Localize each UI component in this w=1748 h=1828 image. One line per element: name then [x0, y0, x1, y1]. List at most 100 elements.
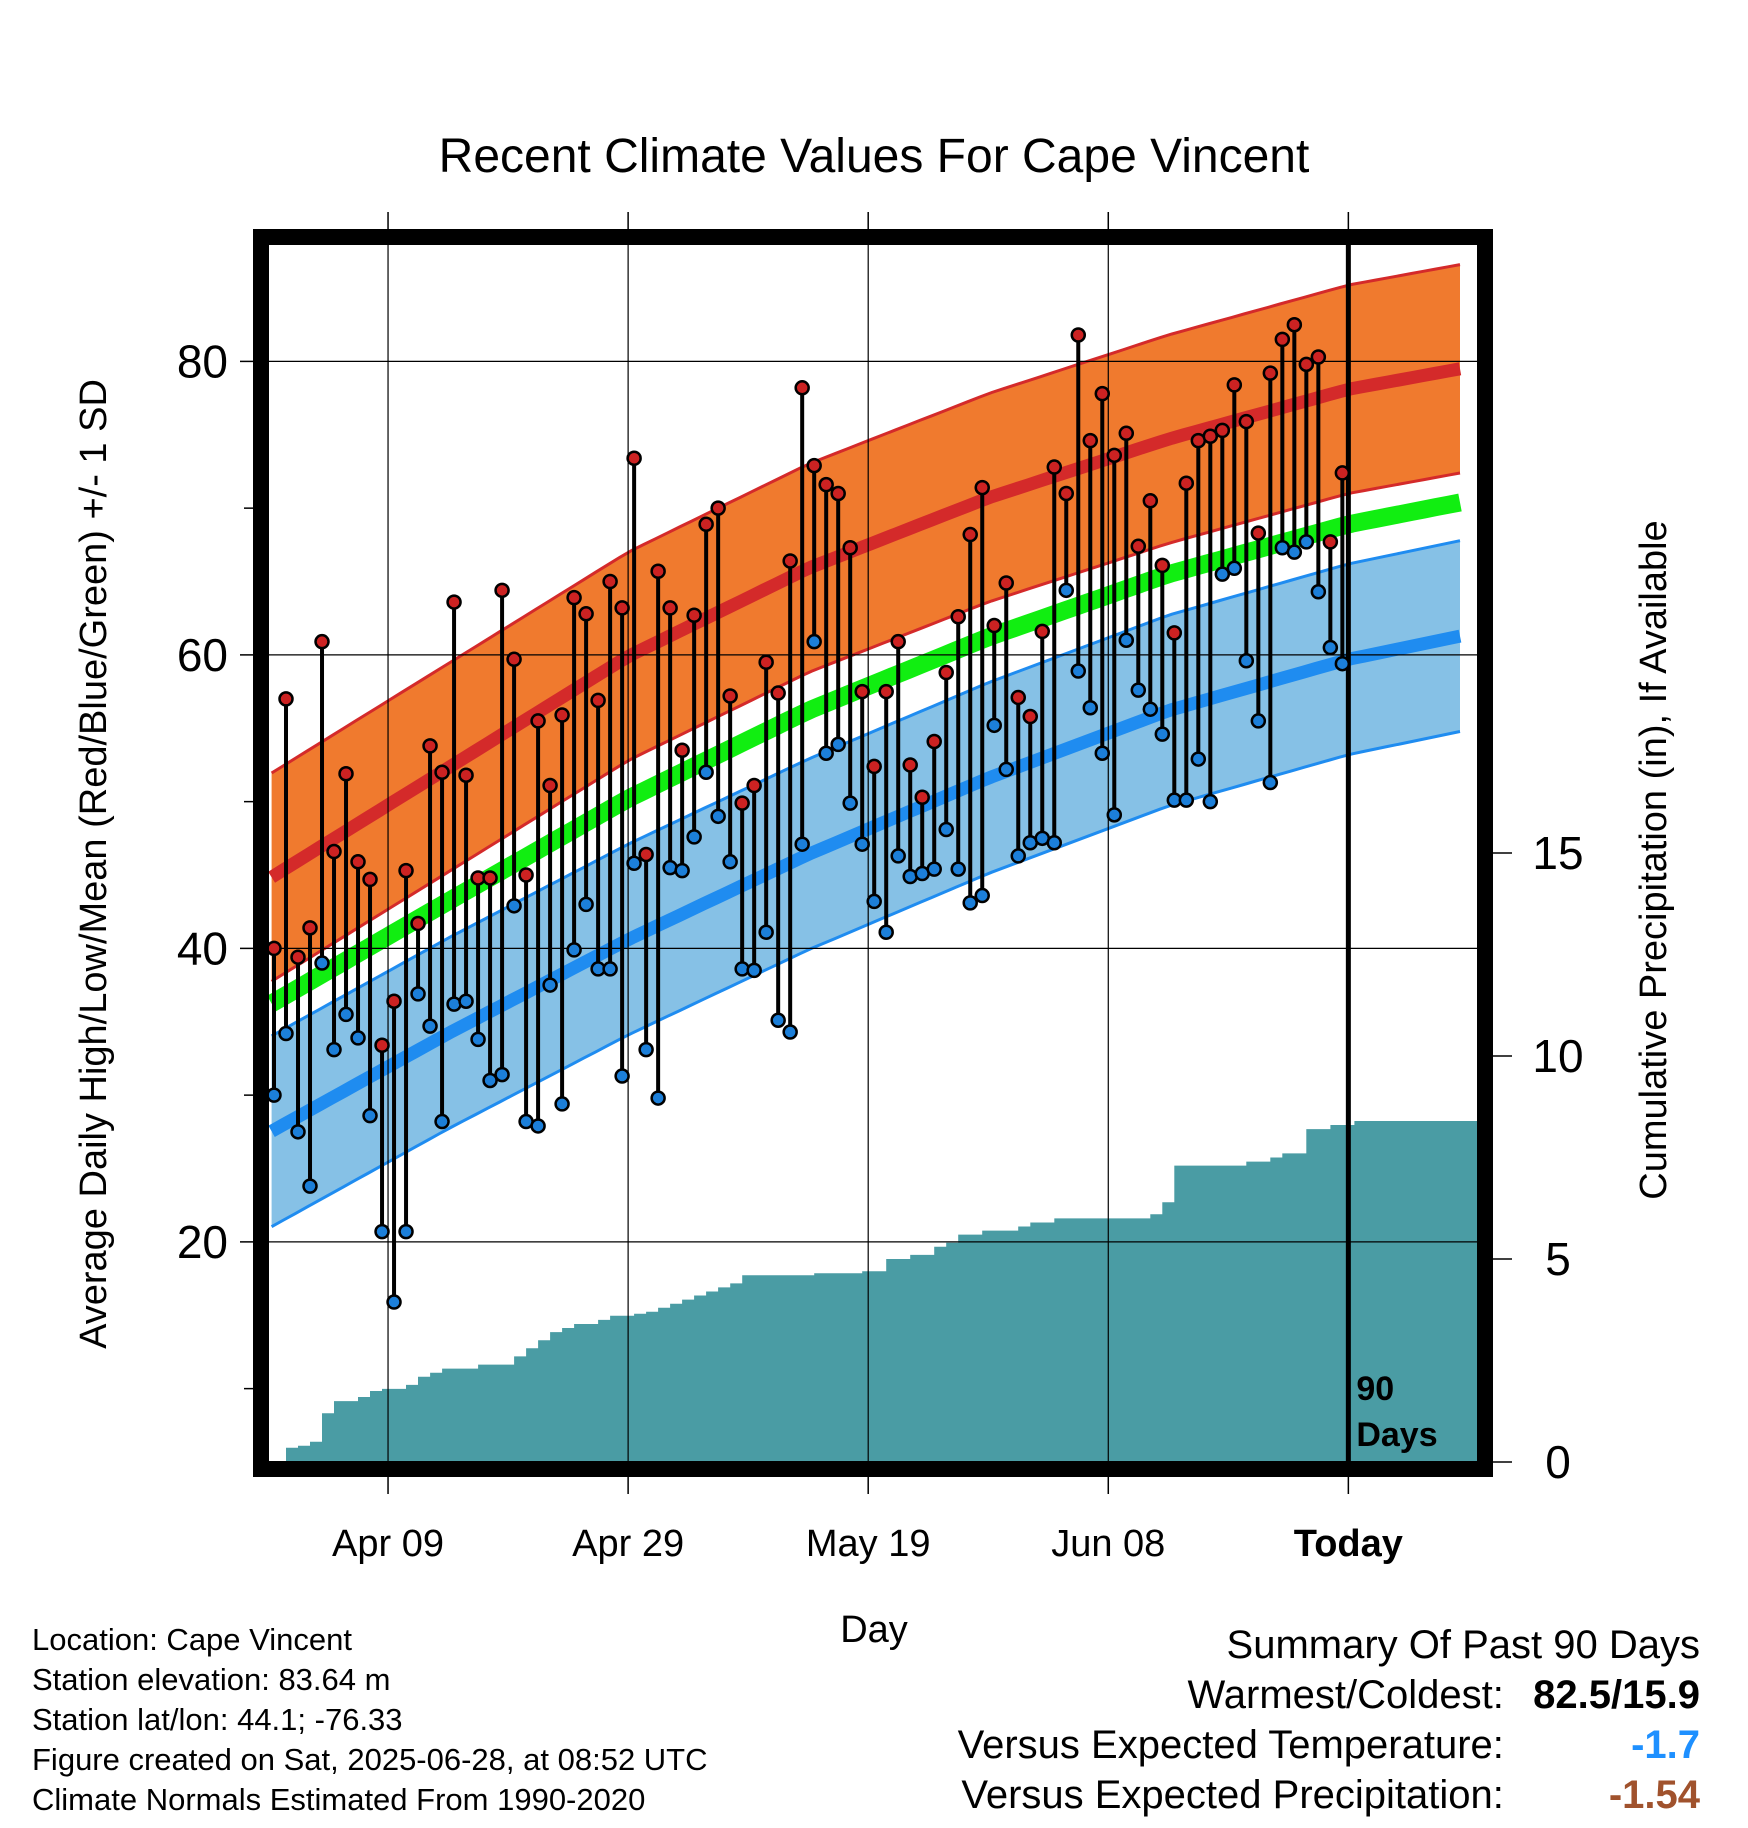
daily-low-point	[806, 633, 822, 650]
daily-low-point	[710, 808, 726, 825]
daily-high-point	[410, 915, 426, 932]
daily-low-point	[1046, 834, 1063, 851]
created-text: Figure created on Sat, 2025-06-28, at 08…	[32, 1742, 708, 1777]
temp-anomaly-label: Versus Expected Temperature:	[957, 1723, 1504, 1767]
x-tick-label: Today	[1294, 1523, 1403, 1565]
daily-high-point	[1142, 493, 1159, 509]
low-normal-line	[268, 629, 1462, 1137]
daily-low-point	[1262, 774, 1279, 791]
daily-low-point	[614, 1068, 630, 1084]
daily-high-point	[1154, 557, 1171, 574]
daily-low-point	[290, 1124, 306, 1140]
y2-axis-label: Cumulative Precipitation (in), If Availa…	[1633, 520, 1675, 1199]
daily-high-point	[734, 795, 750, 811]
daily-low-point	[794, 836, 810, 852]
daily-low-point	[818, 745, 834, 761]
daily-low-point	[1322, 639, 1339, 656]
daily-low-point	[350, 1030, 366, 1046]
daily-high-point	[578, 606, 594, 622]
daily-high-point	[1262, 365, 1279, 381]
daily-high-point	[674, 742, 690, 759]
daily-low-point	[986, 717, 1002, 734]
daily-low-point	[530, 1118, 546, 1134]
y-tick-label: 80	[177, 335, 228, 387]
daily-high-point	[494, 582, 510, 599]
daily-high-point	[1226, 377, 1243, 393]
daily-low-point	[362, 1107, 378, 1124]
daily-low-point	[578, 896, 594, 913]
daily-high-point	[1166, 625, 1183, 641]
daily-low-point	[1106, 807, 1123, 823]
low-band-lower-edge	[270, 730, 1461, 1229]
daily-high-point	[1070, 327, 1087, 343]
daily-high-point	[782, 553, 798, 569]
daily-low-point	[1070, 663, 1087, 679]
daily-high-point	[1310, 349, 1327, 365]
daily-high-point	[1286, 316, 1303, 333]
daily-low-point	[1058, 582, 1075, 599]
daily-low-point	[1094, 745, 1111, 761]
summary-panel: Summary Of Past 90 Days Warmest/Coldest:…	[958, 1620, 1700, 1820]
warmest-coldest-value: 82.5/15.9	[1533, 1673, 1700, 1717]
daily-high-point	[698, 516, 714, 533]
daily-high-point	[1214, 422, 1231, 439]
warmest-coldest-label: Warmest/Coldest:	[1187, 1673, 1504, 1717]
daily-high-point	[794, 380, 810, 396]
daily-low-point	[650, 1090, 666, 1106]
daily-high-point	[710, 500, 726, 516]
daily-low-point	[1082, 699, 1099, 716]
daily-low-point	[1142, 701, 1159, 717]
daily-low-point	[1310, 584, 1327, 600]
high-normal-line	[268, 362, 1462, 883]
normals-text: Climate Normals Estimated From 1990-2020	[32, 1782, 646, 1817]
daily-high-point	[866, 758, 882, 775]
daily-low-point	[926, 861, 942, 877]
daily-high-point	[530, 713, 546, 729]
daily-high-point	[890, 633, 906, 650]
daily-low-point	[1238, 653, 1255, 669]
daily-high-point	[1274, 331, 1291, 348]
daily-low-point	[506, 898, 522, 914]
daily-low-point	[758, 924, 774, 940]
daily-low-point	[962, 895, 978, 911]
daily-high-point	[926, 733, 942, 750]
daily-high-point	[338, 766, 354, 782]
daily-high-point	[518, 867, 534, 883]
daily-low-point	[878, 924, 894, 940]
daily-high-point	[1058, 485, 1075, 502]
y-tick-label: 40	[177, 922, 228, 974]
daily-high-point	[806, 457, 822, 474]
daily-low-point	[1214, 566, 1231, 582]
daily-low-point	[998, 761, 1014, 778]
daily-low-point	[302, 1178, 318, 1194]
daily-low-point	[314, 955, 330, 971]
daily-low-point	[268, 1087, 282, 1103]
precip-area	[271, 1121, 1478, 1462]
daily-high-point	[1106, 447, 1123, 464]
daily-high-point	[722, 688, 738, 704]
daily-high-point	[302, 920, 318, 936]
daily-low-point	[422, 1018, 438, 1034]
plot-frame	[253, 229, 1493, 1477]
y2-tick-label: 15	[1532, 827, 1583, 879]
daily-high-point	[1334, 465, 1351, 481]
daily-high-point	[1082, 432, 1099, 449]
daily-high-point	[446, 594, 462, 610]
daily-high-point	[602, 573, 618, 590]
daily-high-point	[554, 707, 570, 723]
daily-high-point	[1022, 708, 1039, 725]
daily-low-point	[770, 1012, 786, 1029]
daily-high-point	[434, 764, 450, 781]
daily-low-point	[938, 821, 954, 838]
daily-low-point	[890, 848, 906, 864]
daily-high-point	[386, 993, 402, 1009]
daily-high-point	[842, 540, 858, 556]
daily-low-point	[470, 1031, 486, 1048]
daily-high-point	[830, 485, 846, 502]
y-tick-label: 20	[177, 1216, 228, 1268]
daily-high-point	[998, 575, 1014, 591]
daily-low-point	[950, 861, 966, 877]
x-tick-label: Jun 08	[1051, 1523, 1165, 1565]
daily-high-point	[1250, 525, 1267, 541]
daily-high-point	[614, 600, 630, 616]
